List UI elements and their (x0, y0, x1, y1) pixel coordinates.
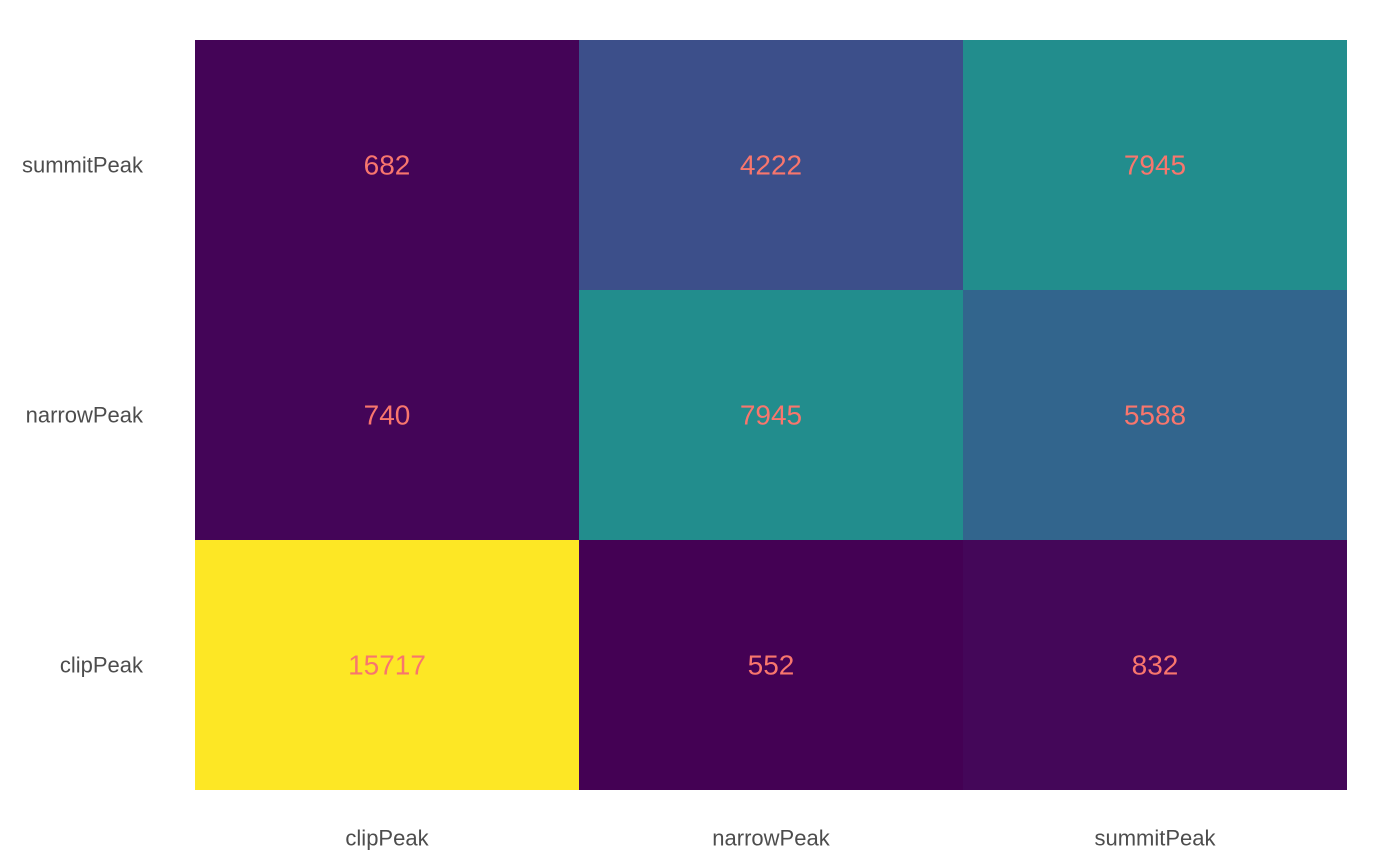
heatmap-cell-clipPeak-summitPeak (963, 540, 1347, 790)
heatmap-cell-narrowPeak-summitPeak (963, 290, 1347, 540)
cell-value-label: 682 (364, 150, 411, 181)
cell-value-label: 7945 (740, 400, 802, 431)
heatmap-cell-summitPeak-clipPeak (195, 40, 579, 290)
heatmap-cell-clipPeak-clipPeak (195, 540, 579, 790)
cell-value-label: 15717 (348, 650, 426, 681)
y-tick-label: summitPeak (22, 153, 144, 178)
x-tick-label: summitPeak (1094, 826, 1216, 851)
heatmap-cell-clipPeak-narrowPeak (579, 540, 963, 790)
cell-value-label: 5588 (1124, 400, 1186, 431)
heatmap-cells (195, 40, 1347, 790)
heatmap-cell-labels: 15717 552 832 740 7945 5588 682 4222 7945 (348, 150, 1186, 681)
cell-value-label: 552 (748, 650, 795, 681)
heatmap-cell-summitPeak-summitPeak (963, 40, 1347, 290)
x-axis-tick-labels: clipPeak narrowPeak summitPeak (345, 826, 1216, 851)
heatmap-cell-narrowPeak-narrowPeak (579, 290, 963, 540)
x-tick-label: narrowPeak (712, 826, 830, 851)
y-tick-label: clipPeak (60, 653, 144, 678)
cell-value-label: 832 (1132, 650, 1179, 681)
x-tick-label: clipPeak (345, 826, 429, 851)
heatmap-cell-summitPeak-narrowPeak (579, 40, 963, 290)
y-axis-tick-labels: clipPeak narrowPeak summitPeak (22, 153, 144, 678)
cell-value-label: 7945 (1124, 150, 1186, 181)
cell-value-label: 4222 (740, 150, 802, 181)
heatmap-cell-narrowPeak-clipPeak (195, 290, 579, 540)
cell-value-label: 740 (364, 400, 411, 431)
y-tick-label: narrowPeak (26, 403, 144, 428)
